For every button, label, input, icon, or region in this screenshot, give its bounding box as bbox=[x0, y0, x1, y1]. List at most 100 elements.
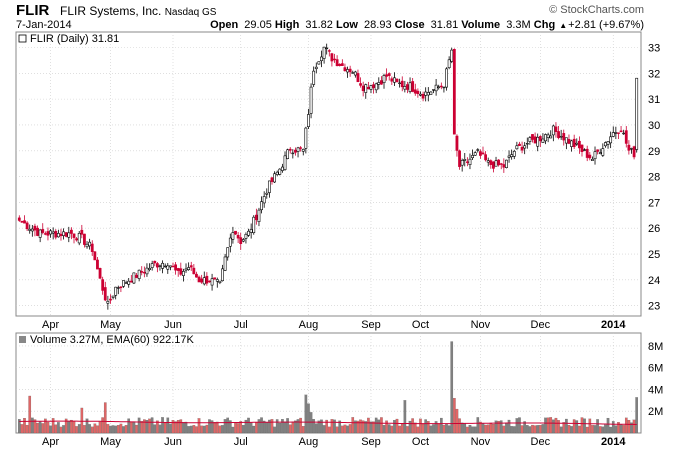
volume-bar bbox=[189, 425, 193, 434]
volume-bar bbox=[411, 418, 414, 434]
candle bbox=[150, 260, 154, 271]
candle bbox=[583, 148, 586, 152]
candle bbox=[489, 159, 493, 169]
volume-x-label: May bbox=[100, 436, 121, 448]
brand-link[interactable]: © StockCharts.com bbox=[549, 4, 644, 16]
candle bbox=[129, 274, 133, 283]
candle bbox=[434, 78, 438, 96]
candle bbox=[111, 295, 115, 300]
candle bbox=[400, 76, 404, 92]
candle bbox=[588, 152, 592, 161]
candle bbox=[231, 226, 235, 244]
candle bbox=[46, 227, 50, 241]
volume-bar bbox=[51, 418, 55, 434]
volume-bar bbox=[96, 425, 99, 434]
volume-bar bbox=[328, 426, 331, 434]
volume-bar bbox=[361, 420, 365, 434]
candle bbox=[205, 272, 209, 286]
candle bbox=[619, 126, 623, 133]
candle bbox=[510, 149, 514, 160]
candle bbox=[54, 229, 58, 240]
candle bbox=[463, 153, 467, 167]
high-label: High bbox=[274, 19, 300, 31]
volume-bar bbox=[619, 424, 623, 434]
volume-bar bbox=[49, 425, 52, 434]
candle bbox=[572, 134, 576, 149]
candle bbox=[254, 208, 258, 225]
volume-bar bbox=[200, 425, 203, 434]
volume-bar bbox=[348, 424, 352, 434]
volume-bar bbox=[255, 422, 258, 434]
candle bbox=[468, 153, 472, 170]
volume-bar bbox=[41, 423, 45, 434]
candle bbox=[413, 83, 417, 96]
volume-bar bbox=[218, 425, 222, 434]
candle bbox=[627, 140, 631, 155]
open-value: 29.05 bbox=[244, 19, 272, 31]
volume-bar bbox=[413, 422, 417, 434]
candle bbox=[351, 70, 355, 74]
volume-bar bbox=[150, 417, 154, 434]
volume-bar bbox=[304, 394, 308, 434]
volume-bar bbox=[202, 425, 206, 434]
volume-bar bbox=[510, 426, 513, 434]
volume-x-label: Jul bbox=[234, 436, 248, 448]
candle bbox=[88, 238, 92, 250]
volume-bar bbox=[20, 424, 24, 434]
volume-tick-label: 6M bbox=[648, 363, 663, 375]
volume-bar bbox=[208, 419, 211, 434]
volume-panel-frame bbox=[15, 332, 642, 434]
volume-bar bbox=[122, 426, 125, 434]
volume-bar bbox=[31, 417, 34, 434]
price-x-label: Nov bbox=[471, 319, 491, 331]
candle bbox=[208, 280, 211, 283]
volume-bar bbox=[343, 424, 347, 434]
candle bbox=[361, 81, 365, 97]
volume-bar bbox=[617, 422, 620, 434]
volume-bar bbox=[143, 419, 146, 434]
volume-bar bbox=[247, 417, 250, 434]
volume-bar bbox=[101, 417, 104, 434]
candle bbox=[38, 229, 42, 243]
candle bbox=[28, 224, 32, 234]
volume-label: Volume bbox=[461, 19, 501, 31]
candle bbox=[36, 225, 39, 237]
volume-bar bbox=[197, 418, 201, 434]
volume-x-label: Dec bbox=[531, 436, 551, 448]
volume-bar bbox=[429, 425, 433, 434]
candle bbox=[614, 126, 618, 140]
candle bbox=[512, 149, 516, 160]
volume-bar bbox=[424, 419, 427, 434]
candle bbox=[202, 271, 206, 286]
candle bbox=[314, 62, 318, 74]
volume-bar bbox=[130, 421, 133, 434]
volume-bar bbox=[492, 423, 495, 434]
candle bbox=[137, 269, 141, 282]
candle bbox=[244, 232, 248, 244]
volume-bar bbox=[575, 420, 579, 434]
candle bbox=[275, 170, 279, 177]
volume-bars bbox=[18, 341, 638, 434]
volume-bar bbox=[268, 419, 271, 434]
volume-bar bbox=[335, 426, 339, 434]
candle bbox=[320, 50, 323, 68]
candle bbox=[132, 272, 136, 284]
volume-bar bbox=[234, 422, 237, 434]
candle bbox=[77, 231, 81, 246]
volume-bar bbox=[468, 425, 472, 434]
volume-bar bbox=[393, 420, 396, 434]
candle-legend-icon bbox=[18, 34, 27, 43]
volume-bar bbox=[403, 400, 407, 434]
volume-bar bbox=[390, 425, 394, 434]
chg-value: +2.81 (+9.67%) bbox=[568, 19, 644, 31]
candle bbox=[148, 263, 151, 272]
volume-bar bbox=[341, 425, 344, 434]
volume-bar bbox=[278, 422, 282, 434]
candle bbox=[458, 149, 461, 170]
volume-bar bbox=[354, 420, 357, 434]
candle bbox=[192, 264, 196, 275]
volume-bar bbox=[387, 424, 391, 434]
low-label: Low bbox=[335, 19, 358, 31]
volume-bar bbox=[434, 421, 438, 434]
candle bbox=[437, 84, 441, 90]
